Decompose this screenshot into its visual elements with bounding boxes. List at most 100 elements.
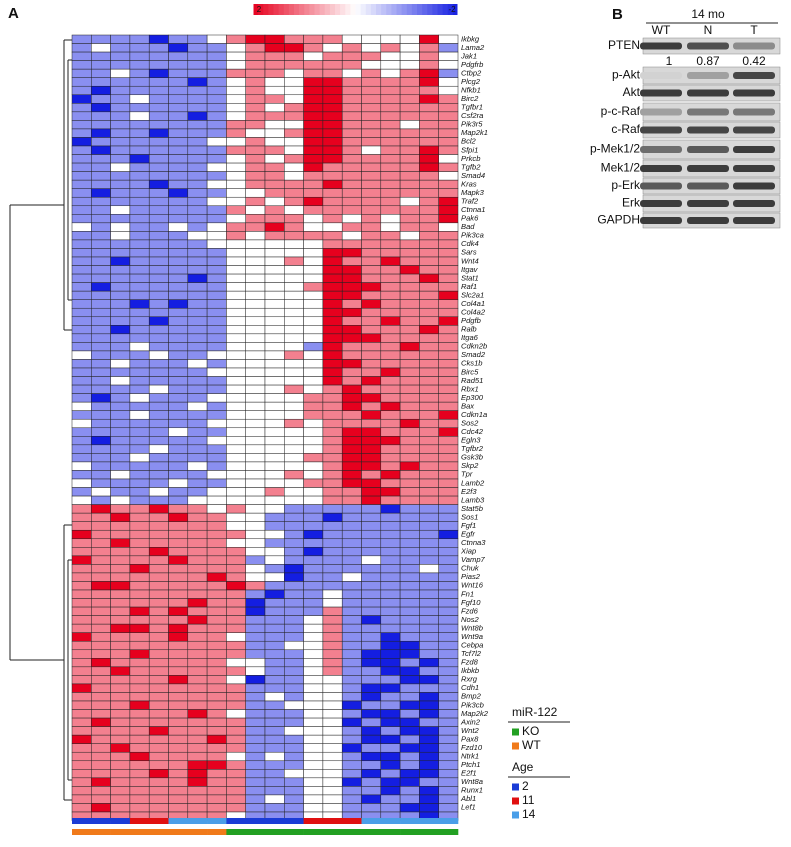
heat-cell (438, 666, 459, 676)
heat-cell (284, 299, 304, 309)
heat-cell (148, 427, 169, 437)
heat-cell (284, 94, 304, 104)
heat-cell (380, 325, 401, 335)
heat-cell (245, 512, 266, 522)
heat-cell (245, 700, 266, 710)
heat-cell (226, 239, 246, 249)
heat-cell (245, 649, 266, 659)
heat-cell (110, 94, 131, 104)
heat-cell (226, 461, 246, 471)
heat-cell (110, 43, 131, 53)
row-label: Cks1b (461, 359, 483, 368)
row-label: Xiap (460, 547, 476, 556)
heat-cell (438, 649, 459, 659)
heat-cell (245, 640, 266, 651)
blot-band (687, 165, 729, 172)
heat-cell (419, 154, 439, 164)
annotation-cell (380, 829, 401, 835)
heat-cell (206, 68, 227, 78)
heat-cell (341, 154, 362, 164)
heat-cell (284, 555, 304, 565)
heat-cell (110, 700, 131, 710)
heat-cell (380, 547, 401, 557)
heat-cell (148, 606, 169, 616)
heat-cell (380, 282, 401, 292)
heat-cell (226, 675, 246, 685)
heat-cell (264, 325, 285, 335)
heat-cell (341, 34, 362, 44)
heat-cell (110, 51, 131, 61)
heat-cell (168, 504, 189, 514)
heat-cell (380, 538, 401, 548)
heat-cell (148, 154, 169, 164)
heat-cell (110, 794, 131, 804)
heat-cell (245, 666, 266, 676)
quant-label: 1 (666, 54, 673, 68)
heat-cell (129, 717, 150, 727)
heat-cell (148, 418, 169, 429)
heat-cell (264, 461, 285, 471)
heat-cell (380, 555, 401, 565)
heat-cell (245, 265, 266, 275)
heat-cell (341, 786, 362, 796)
heat-cell (168, 692, 189, 702)
heat-cell (91, 248, 111, 258)
heat-cell (245, 777, 266, 787)
heat-cell (206, 529, 227, 540)
heat-cell (322, 162, 343, 172)
heat-cell (341, 43, 362, 53)
heat-cell (148, 615, 169, 625)
heat-cell (399, 111, 420, 121)
heat-cell (264, 256, 285, 266)
heat-cell (303, 555, 324, 565)
heat-cell (71, 51, 92, 61)
heat-cell (361, 205, 382, 215)
heat-cell (226, 649, 246, 659)
row-label: Wnt8b (461, 623, 483, 632)
heat-cell (168, 700, 189, 710)
row-label: Plcg2 (461, 77, 481, 86)
heat-cell (110, 478, 131, 488)
heat-cell (245, 350, 266, 360)
row-label: Pdgfrb (461, 60, 483, 69)
heat-cell (148, 350, 169, 360)
heat-cell (187, 623, 208, 633)
heat-cell (206, 43, 227, 53)
heat-cell (303, 231, 324, 241)
heat-cell (206, 564, 227, 574)
heat-cell (361, 743, 382, 753)
blot-band (687, 200, 729, 207)
heat-cell (71, 214, 92, 224)
row-label: Ctnna3 (461, 538, 486, 547)
heat-cell (284, 623, 304, 633)
heat-cell (380, 162, 401, 172)
heat-cell (284, 384, 304, 394)
heat-cell (71, 666, 92, 676)
heat-cell (187, 222, 208, 232)
heat-cell (110, 111, 131, 121)
heat-cell (110, 683, 131, 693)
heat-cell (303, 777, 324, 787)
heat-cell (245, 231, 266, 241)
heat-cell (168, 256, 189, 266)
heat-cell (264, 504, 285, 514)
heat-cell (129, 726, 150, 736)
heat-cell (264, 51, 285, 61)
heat-cell (438, 709, 459, 719)
heat-cell (148, 103, 169, 113)
heat-cell (71, 103, 92, 113)
heat-cell (245, 606, 266, 616)
heat-cell (206, 307, 227, 318)
heat-cell (322, 196, 343, 207)
heat-cell (226, 760, 246, 770)
blot-row-label: p-Akt (612, 68, 641, 82)
heat-cell (419, 111, 439, 121)
heat-cell (110, 640, 131, 651)
heat-cell (148, 444, 169, 454)
heat-cell (361, 393, 382, 403)
heat-cell (187, 675, 208, 685)
heat-cell (168, 717, 189, 727)
heat-cell (206, 154, 227, 164)
heat-cell (419, 581, 439, 591)
